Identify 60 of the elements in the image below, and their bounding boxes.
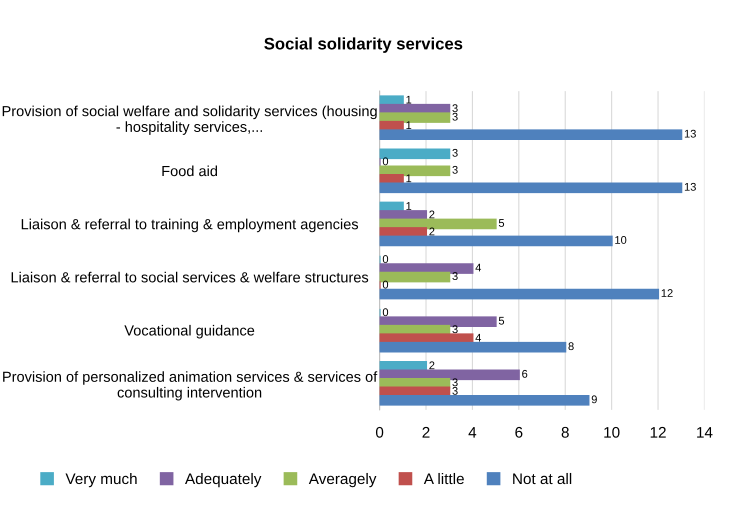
data-label: 1 [406, 121, 412, 130]
legend-label: Averagely [308, 472, 376, 488]
legend-label: A little [424, 472, 464, 484]
bar [380, 218, 497, 230]
legend-label: Not at all [513, 472, 572, 484]
data-label: 13 [684, 182, 696, 191]
data-label: 13 [684, 130, 696, 138]
data-label: 4 [475, 264, 482, 272]
data-label: 6 [522, 370, 528, 378]
data-label: 5 [498, 316, 504, 325]
data-label: 1 [406, 174, 412, 182]
x-tick-label: 2 [422, 426, 430, 438]
data-label: 8 [568, 342, 574, 350]
y-tick-label: Food aid [162, 165, 218, 176]
data-label: 0 [382, 255, 388, 264]
data-label: 1 [406, 96, 412, 104]
data-label: 2 [429, 361, 434, 370]
y-tick-label: Vocational guidance [124, 324, 254, 338]
data-label: 3 [452, 386, 458, 395]
data-label: 0 [382, 157, 388, 166]
bar [380, 236, 613, 246]
data-label: 4 [475, 334, 482, 342]
y-tick-label: Liaison & referral to social services & welfare structures [12, 272, 368, 282]
bar [380, 129, 682, 140]
data-label: 3 [452, 378, 458, 386]
bar [380, 342, 566, 352]
y-tick-label: Provision of personalized animation services & services of consulting intervention [3, 371, 378, 401]
data-label: 2 [429, 228, 434, 236]
bar [380, 182, 682, 194]
data-label: 0 [382, 308, 388, 316]
x-tick-label: 6 [515, 426, 522, 438]
bar [380, 112, 450, 123]
x-tick-label: 12 [650, 426, 666, 438]
data-label: 3 [452, 325, 458, 334]
legend-label: Adequately [185, 472, 262, 488]
data-label: 12 [662, 289, 673, 297]
x-tick-label: 14 [697, 427, 712, 438]
data-label: 2 [429, 210, 434, 218]
x-tick-label: 4 [468, 427, 476, 438]
data-label: 3 [452, 148, 458, 157]
data-label: 3 [452, 112, 458, 121]
data-label: 3 [452, 104, 458, 112]
bar [380, 165, 450, 176]
bar [380, 288, 660, 300]
x-tick-label: 0 [376, 426, 384, 438]
data-label: 5 [498, 219, 504, 227]
y-tick-label: Provision of social welfare and solidarity services (housing - hospitality services,... [2, 106, 377, 135]
data-label: 10 [615, 236, 626, 244]
data-label: 1 [406, 202, 412, 210]
x-tick-label: 10 [604, 426, 620, 438]
data-label: 9 [592, 395, 597, 404]
x-tick-label: 8 [562, 426, 569, 438]
legend-label: Very much [66, 472, 137, 488]
bar [380, 272, 450, 282]
data-label: 0 [382, 280, 388, 289]
bar [380, 395, 590, 406]
data-label: 3 [452, 272, 458, 280]
data-label: 3 [452, 166, 458, 174]
y-tick-label: Liaison & referral to training & employment agencies [22, 218, 358, 232]
chart-title: Social solidarity services [264, 37, 462, 53]
